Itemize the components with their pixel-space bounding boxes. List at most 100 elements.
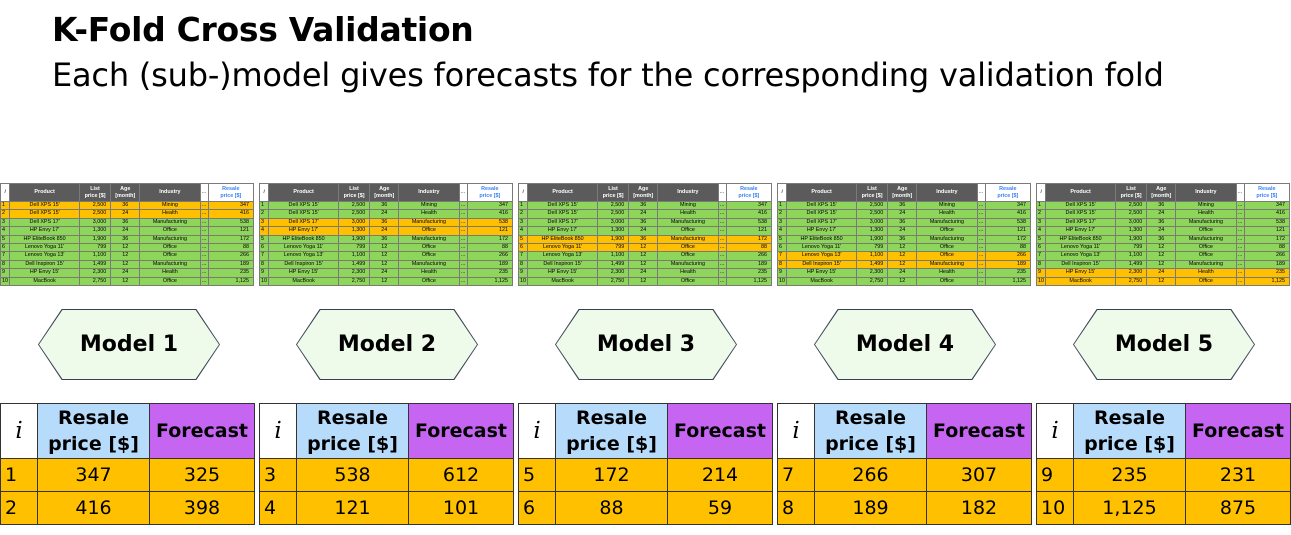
cell-list-price: 3,000 — [1114, 217, 1148, 228]
header-industry: Industry — [398, 183, 460, 202]
cell-product: HP Envy 17' — [786, 226, 857, 236]
cell-i: 10 — [517, 276, 529, 287]
cell-ellipsis: ... — [976, 276, 986, 287]
cell-ellipsis: ... — [717, 243, 727, 253]
training-row: 6 Lenovo Yoga 11' 799 12 Office... 88 — [0, 243, 255, 253]
cell-i: 4 — [517, 226, 529, 236]
header-age-text: Age — [1156, 186, 1167, 192]
cell-resale: 1,125 — [1243, 276, 1291, 287]
header-ellipsis: ... — [458, 183, 468, 202]
cell-list-price: 1,300 — [337, 226, 371, 236]
training-row: 7 Lenovo Yoga 13' 1,100 12 Office... 266 — [1035, 251, 1291, 261]
cell-age: 24 — [369, 226, 400, 236]
header-age-text: [month] — [115, 192, 136, 199]
cell-list-price: 1,300 — [596, 226, 630, 236]
cell-product: Lenovo Yoga 13' — [1045, 251, 1116, 261]
cell-i: 5 — [258, 234, 270, 245]
cell-list-price: 1,499 — [78, 259, 112, 270]
dataset-header-row: i Product List price [$] Age [month] Industry.… — [0, 183, 255, 202]
cell-ellipsis: ... — [976, 234, 986, 245]
cell-list-price: 3,000 — [78, 217, 112, 228]
cell-resale: 88 — [984, 243, 1032, 253]
cell-ellipsis: ... — [458, 259, 468, 270]
training-row: 2 Dell XPS 15' 2,500 24 Health... 416 — [258, 209, 514, 219]
cell-resale: 347 — [207, 200, 255, 211]
header-list-price: List price [$] — [1114, 183, 1148, 202]
training-row: 2 Dell XPS 15' 2,500 24 Health... 416 — [517, 209, 773, 219]
forecast-row: 9 235 231 — [1036, 458, 1291, 492]
cell-resale: 172 — [725, 234, 773, 245]
cell-ellipsis: ... — [458, 268, 468, 278]
header-product: Product — [9, 183, 80, 202]
cell-industry: Manufacturing — [139, 259, 201, 270]
header-i: i — [259, 403, 297, 459]
header-i: i — [776, 183, 788, 202]
cell-resale: 538 — [1243, 217, 1291, 228]
cell-ellipsis: ... — [1235, 217, 1245, 228]
cell-product: Dell XPS 15' — [9, 209, 80, 219]
cell-ellipsis: ... — [1235, 251, 1245, 261]
cell-age: 24 — [110, 209, 141, 219]
header-list-price-text: price [$] — [84, 192, 106, 199]
cell-ellipsis: ... — [199, 243, 209, 253]
header-i: i — [777, 403, 815, 459]
header-resale-price-text: Resale — [481, 186, 499, 192]
header-industry: Industry — [1175, 183, 1237, 202]
cell-list-price: 1,900 — [337, 234, 371, 245]
cell-age: 24 — [110, 226, 141, 236]
cell-list-price: 799 — [78, 243, 112, 253]
cell-ellipsis: ... — [199, 259, 209, 270]
cell-product: Dell Inspiron 15' — [786, 259, 857, 270]
cell-product: HP Envy 15' — [268, 268, 339, 278]
cell-age: 12 — [110, 259, 141, 270]
training-row: 4 HP Envy 17' 1,300 24 Office... 121 — [776, 226, 1032, 236]
cell-ellipsis: ... — [1235, 234, 1245, 245]
cell-list-price: 1,100 — [337, 251, 371, 261]
cell-product: Lenovo Yoga 11' — [1045, 243, 1116, 253]
header-product-text: Product — [34, 189, 55, 196]
cell-i: 6 — [0, 243, 11, 253]
cell-product: MacBook — [527, 276, 598, 287]
cell-industry: Office — [657, 226, 719, 236]
training-row: 6 Lenovo Yoga 11' 799 12 Office... 88 — [776, 243, 1032, 253]
cell-forecast: 612 — [408, 458, 514, 492]
header-age-text: Age — [379, 186, 390, 192]
cell-ellipsis: ... — [976, 259, 986, 270]
cell-resale: 538 — [725, 217, 773, 228]
cell-ellipsis: ... — [458, 234, 468, 245]
header-age-text: Age — [638, 186, 649, 192]
cell-list-price: 2,500 — [78, 209, 112, 219]
training-row: 1 Dell XPS 15' 2,500 36 Mining... 347 — [776, 200, 1032, 211]
header-list-price: List price [$] — [337, 183, 371, 202]
header-industry: Industry — [916, 183, 978, 202]
cell-age: 24 — [1146, 268, 1177, 278]
cell-product: Dell XPS 15' — [527, 200, 598, 211]
cell-list-price: 2,300 — [855, 268, 889, 278]
cell-industry: Office — [139, 243, 201, 253]
cell-product: Lenovo Yoga 13' — [268, 251, 339, 261]
forecast-table-5: i Resale price [$] Forecast 9 235 231 10 1,125 87… — [1036, 403, 1291, 525]
header-list-price-text: List — [1126, 186, 1136, 192]
cell-resale: 266 — [984, 251, 1032, 261]
cell-industry: Manufacturing — [1175, 217, 1237, 228]
training-row: 10 MacBook 2,750 12 Office... 1,125 — [0, 276, 255, 287]
cell-ellipsis: ... — [458, 243, 468, 253]
cell-industry: Mining — [139, 200, 201, 211]
cell-resale: 416 — [207, 209, 255, 219]
cell-industry: Manufacturing — [398, 217, 460, 228]
cell-list-price: 2,750 — [337, 276, 371, 287]
cell-industry: Office — [916, 276, 978, 287]
training-row: 9 HP Envy 15' 2,300 24 Health... 235 — [776, 268, 1032, 278]
cell-industry: Mining — [916, 200, 978, 211]
cell-resale: 1,125 — [466, 276, 514, 287]
header-ellipsis: ... — [717, 183, 727, 202]
cell-list-price: 799 — [596, 243, 630, 253]
cell-product: HP Envy 15' — [527, 268, 598, 278]
cell-industry: Health — [1175, 268, 1237, 278]
cell-i: 1 — [0, 458, 38, 492]
header-age-text: [month] — [1151, 192, 1172, 199]
cell-ellipsis: ... — [1235, 276, 1245, 287]
cell-i: 7 — [0, 251, 11, 261]
header-age-text: [month] — [633, 192, 654, 199]
header-resale-price: Resale price [$] — [1073, 403, 1186, 459]
